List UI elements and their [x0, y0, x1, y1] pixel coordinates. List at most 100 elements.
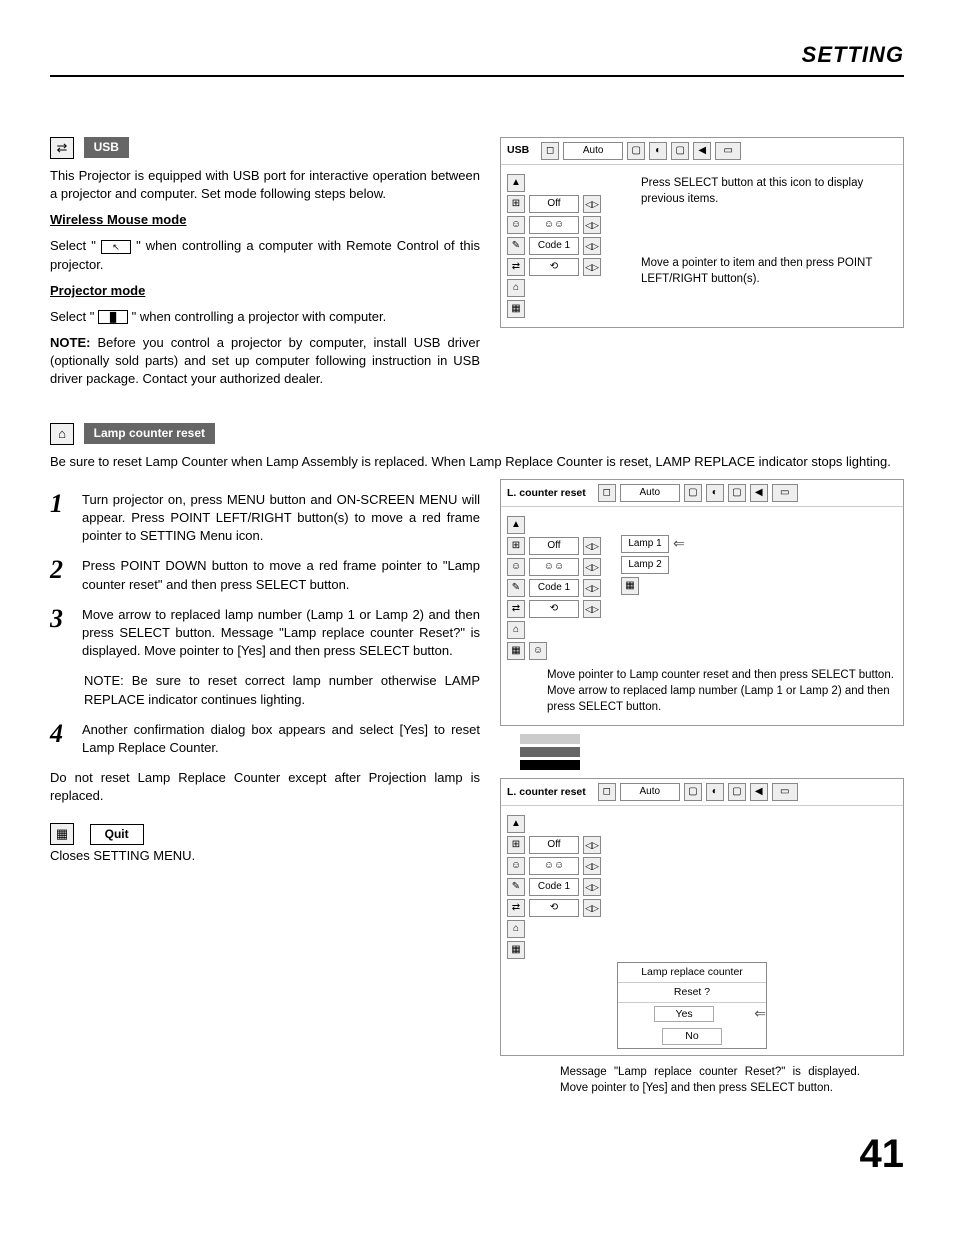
- row3-val: Code 1: [529, 237, 579, 255]
- transition-arrow-icon: [520, 734, 904, 770]
- s3-note-text: Be sure to reset correct lamp number oth…: [84, 673, 480, 706]
- lm1-i5: ▭: [772, 484, 798, 502]
- page-title: SETTING: [50, 40, 904, 71]
- page-number: 41: [50, 1126, 904, 1182]
- step-4-num: 4: [50, 721, 70, 757]
- menu-auto: Auto: [563, 142, 623, 160]
- quit-icon: ▦: [50, 823, 74, 845]
- lm2-r4: ⟲: [529, 899, 579, 917]
- lm2-r6i: ▦: [507, 941, 525, 959]
- menu-ic3: ▢: [671, 142, 689, 160]
- usb-menu-title: USB: [507, 143, 529, 158]
- lamp-icon: ⌂: [50, 423, 74, 445]
- menu-ic2: ◐: [649, 142, 667, 160]
- row1-icon: ⊞: [507, 195, 525, 213]
- lamp-menu-1: L. counter reset ◻ Auto ▢ ◐ ▢ ◀ ▭ ▲ ⊞Off…: [500, 479, 904, 726]
- quit-row: ▦ Quit: [50, 823, 480, 845]
- row1-arrow: ◁▷: [583, 195, 601, 213]
- quit-text: Closes SETTING MENU.: [50, 847, 480, 865]
- lm2-i2: ◐: [706, 783, 724, 801]
- lm1-i4: ◀: [750, 484, 768, 502]
- lm1-a1: ◁▷: [583, 537, 601, 555]
- up-arrow-icon: ▲: [507, 174, 525, 192]
- lm2-i1: ▢: [684, 783, 702, 801]
- lamp1-label: Lamp 1: [621, 535, 669, 553]
- step-2-num: 2: [50, 557, 70, 593]
- lm1-i2: ◐: [706, 484, 724, 502]
- usb-section: ⇄ USB This Projector is equipped with US…: [50, 137, 904, 389]
- lm1-r3i: ✎: [507, 579, 525, 597]
- lm2-a1: ◁▷: [583, 836, 601, 854]
- menu-ic4: ◀: [693, 142, 711, 160]
- lm2-r2: ☺☺: [529, 857, 579, 875]
- row5-icon: ⌂: [507, 279, 525, 297]
- reset-dialog: Lamp replace counter Reset ? Yes⇐ No: [617, 962, 767, 1049]
- lm2-r2i: ☺: [507, 857, 525, 875]
- reset-no: No: [662, 1028, 722, 1045]
- usb-intro: This Projector is equipped with USB port…: [50, 167, 480, 203]
- usb-callout1: Press SELECT button at this icon to disp…: [641, 175, 897, 207]
- lm1-up: ▲: [507, 516, 525, 534]
- lm1-a2: ◁▷: [583, 558, 601, 576]
- lm1-r6i: ▦: [507, 642, 525, 660]
- lm1-auto: Auto: [620, 484, 680, 502]
- menu-ic5: ▭: [715, 142, 741, 160]
- lamp2-label: Lamp 2: [621, 556, 669, 574]
- lm2-r5i: ⌂: [507, 920, 525, 938]
- lm1-a4: ◁▷: [583, 600, 601, 618]
- lm2-a3: ◁▷: [583, 878, 601, 896]
- step-1-text: Turn projector on, press MENU button and…: [82, 491, 480, 546]
- lamp-section: ⌂ Lamp counter reset Be sure to reset La…: [50, 423, 904, 1096]
- lm1-i3: ▢: [728, 484, 746, 502]
- lamp-intro: Be sure to reset Lamp Counter when Lamp …: [50, 453, 904, 471]
- lm2-r1: Off: [529, 836, 579, 854]
- wm-t1: Select ": [50, 238, 96, 253]
- lm1-a3: ◁▷: [583, 579, 601, 597]
- reset-dialog-l1: Lamp replace counter: [618, 963, 766, 983]
- lm2-i0: ◻: [598, 783, 616, 801]
- lm1-r4: ⟲: [529, 600, 579, 618]
- lm1-r5i: ⌂: [507, 621, 525, 639]
- usb-menu-diagram: USB ◻ Auto ▢ ◐ ▢ ◀ ▭ ▲ ⊞Off◁▷ ☺☺☺◁▷ ✎Cod…: [500, 137, 904, 328]
- menu-ic1: ▢: [627, 142, 645, 160]
- usb-heading-row: ⇄ USB: [50, 137, 480, 159]
- lm1-r1: Off: [529, 537, 579, 555]
- lamp-menu-2: L. counter reset ◻ Auto ▢ ◐ ▢ ◀ ▭ ▲ ⊞Off…: [500, 778, 904, 1056]
- lamp-quit-icon: ▦: [621, 577, 639, 595]
- lm2-i5: ▭: [772, 783, 798, 801]
- pm-t1: Select ": [50, 309, 94, 324]
- reset-caption: Message "Lamp replace counter Reset?" is…: [560, 1064, 860, 1096]
- lamp-menu-callout: Move pointer to Lamp counter reset and t…: [547, 667, 897, 715]
- lm1-r2: ☺☺: [529, 558, 579, 576]
- step-3-note: NOTE: Be sure to reset correct lamp numb…: [84, 672, 480, 708]
- step-2-text: Press POINT DOWN button to move a red fr…: [82, 557, 480, 593]
- lamp-menu2-title: L. counter reset: [507, 785, 586, 800]
- row3-arrow: ◁▷: [583, 237, 601, 255]
- row2-val: ☺☺: [529, 216, 579, 234]
- lamp-label: Lamp counter reset: [84, 423, 215, 444]
- lm2-i4: ◀: [750, 783, 768, 801]
- step-4-text: Another confirmation dialog box appears …: [82, 721, 480, 757]
- row1-val: Off: [529, 195, 579, 213]
- lm1-r2i: ☺: [507, 558, 525, 576]
- row3-icon: ✎: [507, 237, 525, 255]
- lamp-menu1-title: L. counter reset: [507, 486, 586, 501]
- lm2-auto: Auto: [620, 783, 680, 801]
- lm1-r1i: ⊞: [507, 537, 525, 555]
- lm2-r3: Code 1: [529, 878, 579, 896]
- menu-icon: ◻: [541, 142, 559, 160]
- lm1-r3: Code 1: [529, 579, 579, 597]
- wireless-mouse-text: Select " ↖ " when controlling a computer…: [50, 237, 480, 273]
- step-3-text: Move arrow to replaced lamp number (Lamp…: [82, 606, 480, 661]
- lm2-r1i: ⊞: [507, 836, 525, 854]
- page-header: SETTING: [50, 40, 904, 77]
- reset-dialog-l2: Reset ?: [618, 983, 766, 1003]
- s3-note-label: NOTE:: [84, 673, 124, 688]
- lm1-i1: ▢: [684, 484, 702, 502]
- step-3-num: 3: [50, 606, 70, 661]
- row2-icon: ☺: [507, 216, 525, 234]
- step-1-num: 1: [50, 491, 70, 546]
- pm-t2: " when controlling a projector with comp…: [132, 309, 387, 324]
- reset-yes: Yes: [654, 1006, 714, 1023]
- mouse-mode-icon: ↖: [101, 240, 131, 254]
